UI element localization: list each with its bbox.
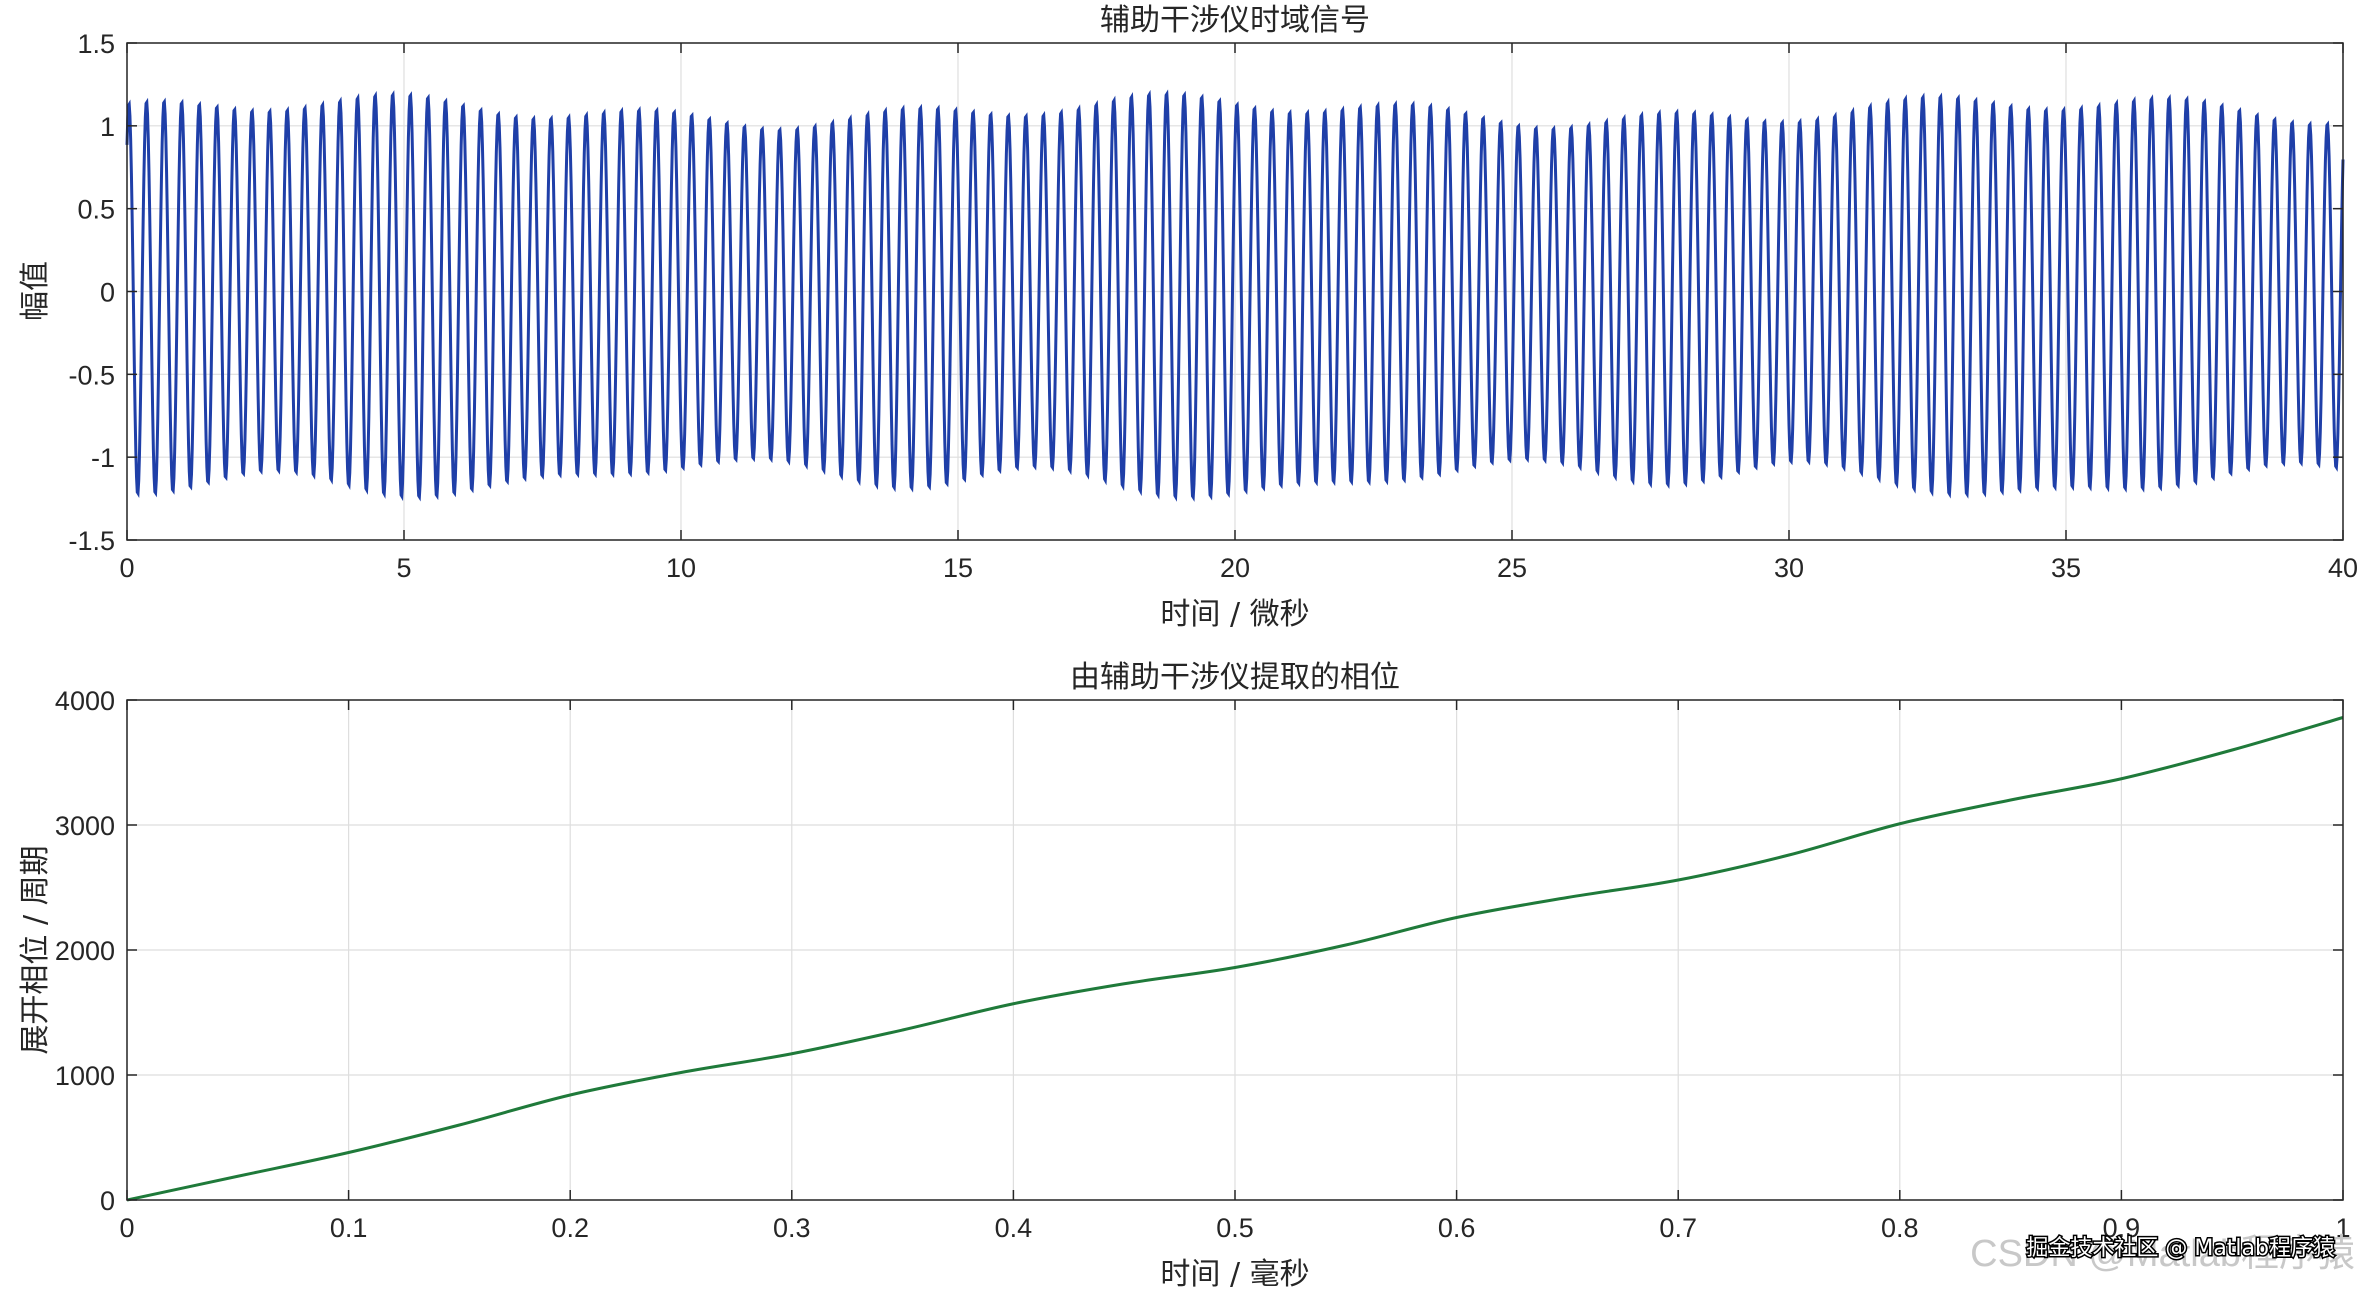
top-y-axis-label: 幅值 bbox=[18, 261, 53, 321]
top-y-tick-label: 0 bbox=[100, 278, 115, 308]
bottom-y-tick-label: 1000 bbox=[55, 1061, 115, 1091]
top-axes: 0 5 10 15 20 25 30 35 40 -1.5 -1 -0.5 0 0.5 1 1.5 辅助干涉… bbox=[18, 3, 2358, 632]
top-x-tick-label: 10 bbox=[666, 553, 696, 583]
top-x-axis-label: 时间 / 微秒 bbox=[1160, 597, 1309, 632]
bottom-y-tick-label: 4000 bbox=[55, 686, 115, 716]
bottom-phase-line bbox=[126, 716, 2344, 1202]
juejin-watermark: 掘金技术社区 @ Matlab程序猿 bbox=[2026, 1236, 2335, 1261]
bottom-y-ticks: 0 1000 2000 3000 4000 bbox=[55, 686, 2343, 1216]
top-x-tick-label: 35 bbox=[2051, 553, 2081, 583]
bottom-x-tick-label: 0.4 bbox=[995, 1213, 1033, 1243]
bottom-x-tick-label: 0.9 bbox=[2103, 1213, 2141, 1243]
top-y-tick-label: 1 bbox=[100, 112, 115, 142]
top-signal-line bbox=[125, 89, 2345, 502]
bottom-y-axis-label: 展开相位 / 周期 bbox=[18, 845, 53, 1054]
bottom-x-tick-label: 0.3 bbox=[773, 1213, 811, 1243]
bottom-x-tick-label: 0.6 bbox=[1438, 1213, 1476, 1243]
top-y-tick-label: 0.5 bbox=[77, 195, 115, 225]
bottom-x-tick-label: 0 bbox=[119, 1213, 134, 1243]
top-y-tick-label: 1.5 bbox=[77, 29, 115, 59]
bottom-x-tick-label: 1 bbox=[2335, 1213, 2350, 1243]
bottom-x-tick-label: 0.2 bbox=[551, 1213, 589, 1243]
top-x-tick-label: 40 bbox=[2328, 553, 2358, 583]
bottom-y-tick-label: 0 bbox=[100, 1186, 115, 1216]
bottom-chart-title: 由辅助干涉仪提取的相位 bbox=[1070, 660, 1400, 695]
top-x-ticks: 0 5 10 15 20 25 30 35 40 bbox=[119, 43, 2358, 583]
bottom-x-tick-label: 0.7 bbox=[1659, 1213, 1697, 1243]
top-x-tick-label: 5 bbox=[396, 553, 411, 583]
bottom-x-tick-label: 0.8 bbox=[1881, 1213, 1919, 1243]
top-y-tick-label: -1 bbox=[91, 443, 115, 473]
top-x-tick-label: 30 bbox=[1774, 553, 1804, 583]
bottom-x-tick-label: 0.5 bbox=[1216, 1213, 1254, 1243]
top-x-tick-label: 25 bbox=[1497, 553, 1527, 583]
bottom-y-tick-label: 3000 bbox=[55, 811, 115, 841]
bottom-x-tick-label: 0.1 bbox=[330, 1213, 368, 1243]
top-y-tick-label: -1.5 bbox=[68, 526, 115, 556]
bottom-axes: 0 0.1 0.2 0.3 0.4 0.5 0.6 0.7 0.8 0.9 1 0 1000 2000 3… bbox=[18, 660, 2351, 1292]
top-y-ticks: -1.5 -1 -0.5 0 0.5 1 1.5 bbox=[68, 29, 2343, 556]
bottom-y-tick-label: 2000 bbox=[55, 936, 115, 966]
top-chart-title: 辅助干涉仪时域信号 bbox=[1100, 3, 1370, 38]
bottom-x-ticks: 0 0.1 0.2 0.3 0.4 0.5 0.6 0.7 0.8 0.9 1 bbox=[119, 700, 2351, 1243]
top-x-tick-label: 15 bbox=[943, 553, 973, 583]
csdn-watermark: CSDN @Matlab程序猿 bbox=[1970, 1233, 2355, 1275]
top-x-tick-label: 20 bbox=[1220, 553, 1250, 583]
top-y-tick-label: -0.5 bbox=[68, 360, 115, 390]
top-x-tick-label: 0 bbox=[119, 553, 134, 583]
bottom-x-axis-label: 时间 / 毫秒 bbox=[1160, 1257, 1309, 1292]
